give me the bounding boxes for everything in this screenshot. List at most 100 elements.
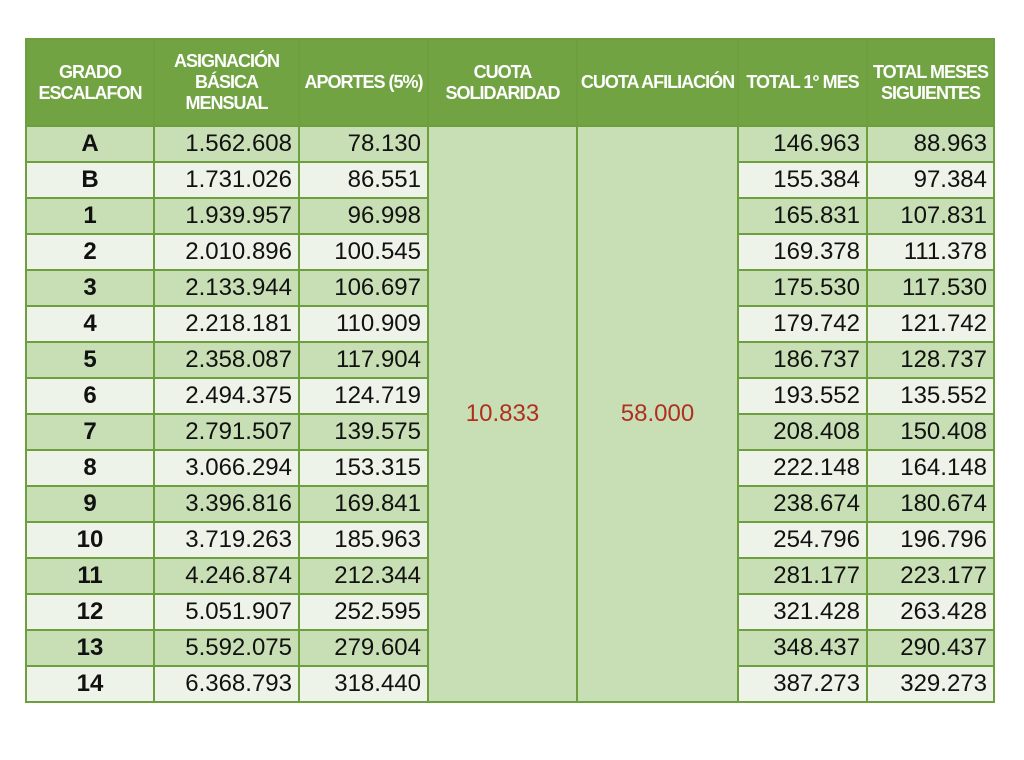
contribution-cell: 96.998 xyxy=(298,197,429,235)
basic-salary-cell: 2.358.087 xyxy=(153,341,300,379)
salary-table: GRADO ESCALAFON ASIGNACIÓN BÁSICA MENSUA… xyxy=(25,38,995,703)
grade-cell: 1 xyxy=(25,197,155,235)
contribution-cell: 106.697 xyxy=(298,269,429,307)
grade-cell: 8 xyxy=(25,449,155,487)
grade-cell: 6 xyxy=(25,377,155,415)
total-following-months-cell: 121.742 xyxy=(866,305,995,343)
table-row: 4 2.218.181 110.909 179.742 121.742 xyxy=(25,305,995,343)
total-first-month-cell: 179.742 xyxy=(737,305,868,343)
table-row: 12 5.051.907 252.595 321.428 263.428 xyxy=(25,593,995,631)
total-first-month-cell: 348.437 xyxy=(737,629,868,667)
table-row: 3 2.133.944 106.697 175.530 117.530 xyxy=(25,269,995,307)
header-affiliation-fee: CUOTA AFILIACIÓN xyxy=(576,38,739,127)
contribution-cell: 100.545 xyxy=(298,233,429,271)
contribution-cell: 78.130 xyxy=(298,125,429,163)
total-following-months-cell: 196.796 xyxy=(866,521,995,559)
total-first-month-cell: 281.177 xyxy=(737,557,868,595)
table-row: 6 2.494.375 124.719 193.552 135.552 xyxy=(25,377,995,415)
basic-salary-cell: 2.791.507 xyxy=(153,413,300,451)
grade-cell: 13 xyxy=(25,629,155,667)
total-following-months-cell: 263.428 xyxy=(866,593,995,631)
contribution-cell: 110.909 xyxy=(298,305,429,343)
grade-cell: 12 xyxy=(25,593,155,631)
total-following-months-cell: 164.148 xyxy=(866,449,995,487)
grade-cell: 14 xyxy=(25,665,155,703)
total-first-month-cell: 222.148 xyxy=(737,449,868,487)
total-following-months-cell: 223.177 xyxy=(866,557,995,595)
total-following-months-cell: 135.552 xyxy=(866,377,995,415)
total-first-month-cell: 387.273 xyxy=(737,665,868,703)
total-first-month-cell: 155.384 xyxy=(737,161,868,199)
total-following-months-cell: 150.408 xyxy=(866,413,995,451)
header-contributions: APORTES (5%) xyxy=(298,38,429,127)
header-total-first-month: TOTAL 1° MES xyxy=(737,38,868,127)
total-following-months-cell: 290.437 xyxy=(866,629,995,667)
basic-salary-cell: 6.368.793 xyxy=(153,665,300,703)
basic-salary-cell: 3.396.816 xyxy=(153,485,300,523)
total-first-month-cell: 321.428 xyxy=(737,593,868,631)
basic-salary-cell: 2.494.375 xyxy=(153,377,300,415)
total-following-months-cell: 97.384 xyxy=(866,161,995,199)
basic-salary-cell: 2.010.896 xyxy=(153,233,300,271)
grade-cell: 2 xyxy=(25,233,155,271)
total-following-months-cell: 111.378 xyxy=(866,233,995,271)
basic-salary-cell: 1.939.957 xyxy=(153,197,300,235)
table-row: 9 3.396.816 169.841 238.674 180.674 xyxy=(25,485,995,523)
grade-cell: 10 xyxy=(25,521,155,559)
grade-cell: 7 xyxy=(25,413,155,451)
table-row: 5 2.358.087 117.904 186.737 128.737 xyxy=(25,341,995,379)
total-first-month-cell: 193.552 xyxy=(737,377,868,415)
grade-cell: 3 xyxy=(25,269,155,307)
solidarity-fee-cell: 10.833 xyxy=(427,125,578,703)
total-following-months-cell: 329.273 xyxy=(866,665,995,703)
header-row: GRADO ESCALAFON ASIGNACIÓN BÁSICA MENSUA… xyxy=(25,38,995,127)
basic-salary-cell: 2.133.944 xyxy=(153,269,300,307)
total-first-month-cell: 208.408 xyxy=(737,413,868,451)
table-body: A 1.562.608 78.130 10.833 58.000 146.963 88.96… xyxy=(25,125,995,703)
contribution-cell: 86.551 xyxy=(298,161,429,199)
contribution-cell: 139.575 xyxy=(298,413,429,451)
basic-salary-cell: 5.051.907 xyxy=(153,593,300,631)
total-following-months-cell: 88.963 xyxy=(866,125,995,163)
total-following-months-cell: 117.530 xyxy=(866,269,995,307)
contribution-cell: 124.719 xyxy=(298,377,429,415)
contribution-cell: 185.963 xyxy=(298,521,429,559)
basic-salary-cell: 3.719.263 xyxy=(153,521,300,559)
table-row: 7 2.791.507 139.575 208.408 150.408 xyxy=(25,413,995,451)
table-row: B 1.731.026 86.551 155.384 97.384 xyxy=(25,161,995,199)
grade-cell: 5 xyxy=(25,341,155,379)
total-following-months-cell: 180.674 xyxy=(866,485,995,523)
table-row: 11 4.246.874 212.344 281.177 223.177 xyxy=(25,557,995,595)
contribution-cell: 279.604 xyxy=(298,629,429,667)
total-first-month-cell: 146.963 xyxy=(737,125,868,163)
basic-salary-cell: 1.562.608 xyxy=(153,125,300,163)
grade-cell: B xyxy=(25,161,155,199)
contribution-cell: 117.904 xyxy=(298,341,429,379)
table-row: 10 3.719.263 185.963 254.796 196.796 xyxy=(25,521,995,559)
table-row: 1 1.939.957 96.998 165.831 107.831 xyxy=(25,197,995,235)
header-basic-salary: ASIGNACIÓN BÁSICA MENSUAL xyxy=(153,38,300,127)
grade-cell: 9 xyxy=(25,485,155,523)
total-following-months-cell: 107.831 xyxy=(866,197,995,235)
basic-salary-cell: 4.246.874 xyxy=(153,557,300,595)
total-first-month-cell: 165.831 xyxy=(737,197,868,235)
header-solidarity-fee: CUOTA SOLIDARIDAD xyxy=(427,38,578,127)
header-total-following-months: TOTAL MESES SIGUIENTES xyxy=(866,38,995,127)
table-row: A 1.562.608 78.130 10.833 58.000 146.963 88.96… xyxy=(25,125,995,703)
contribution-cell: 153.315 xyxy=(298,449,429,487)
contribution-cell: 212.344 xyxy=(298,557,429,595)
total-first-month-cell: 254.796 xyxy=(737,521,868,559)
grade-cell: A xyxy=(25,125,155,163)
total-following-months-cell: 128.737 xyxy=(866,341,995,379)
affiliation-fee-cell: 58.000 xyxy=(576,125,739,703)
total-first-month-cell: 175.530 xyxy=(737,269,868,307)
salary-table-container: GRADO ESCALAFON ASIGNACIÓN BÁSICA MENSUA… xyxy=(25,38,995,703)
grade-cell: 11 xyxy=(25,557,155,595)
table-row: 13 5.592.075 279.604 348.437 290.437 xyxy=(25,629,995,667)
table-row: 2 2.010.896 100.545 169.378 111.378 xyxy=(25,233,995,271)
header-grade: GRADO ESCALAFON xyxy=(25,38,155,127)
contribution-cell: 318.440 xyxy=(298,665,429,703)
total-first-month-cell: 186.737 xyxy=(737,341,868,379)
contribution-cell: 169.841 xyxy=(298,485,429,523)
basic-salary-cell: 1.731.026 xyxy=(153,161,300,199)
